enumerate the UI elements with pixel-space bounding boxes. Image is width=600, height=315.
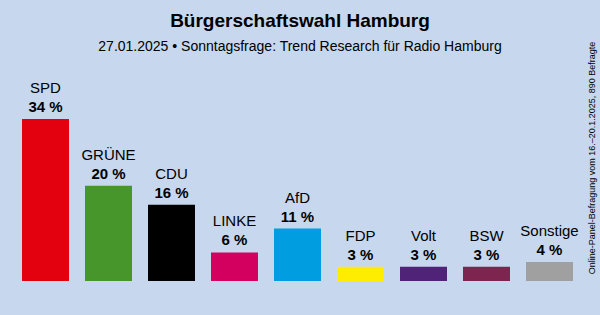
svg-text:20 %: 20 %	[91, 165, 125, 182]
svg-text:34 %: 34 %	[28, 98, 62, 115]
svg-text:3 %: 3 %	[411, 246, 437, 263]
svg-text:LINKE: LINKE	[213, 212, 256, 229]
svg-text:6 %: 6 %	[222, 231, 248, 248]
svg-text:3 %: 3 %	[474, 246, 500, 263]
svg-text:Bürgerschaftswahl Hamburg: Bürgerschaftswahl Hamburg	[170, 10, 430, 31]
svg-text:GRÜNE: GRÜNE	[81, 146, 135, 163]
svg-text:CDU: CDU	[155, 165, 188, 182]
svg-text:4 %: 4 %	[537, 241, 563, 258]
svg-text:11 %: 11 %	[281, 208, 314, 225]
svg-text:3 %: 3 %	[348, 246, 374, 263]
svg-text:AfD: AfD	[285, 189, 310, 206]
svg-text:Online-Panel-Befragung vom 16.: Online-Panel-Befragung vom 16.–20.1.2025…	[587, 42, 597, 275]
svg-text:SPD: SPD	[30, 79, 61, 96]
svg-text:16 %: 16 %	[154, 184, 188, 201]
svg-text:27.01.2025 • Sonntagsfrage: Tr: 27.01.2025 • Sonntagsfrage: Trend Resear…	[98, 38, 501, 54]
svg-text:Sonstige: Sonstige	[520, 222, 578, 239]
svg-text:BSW: BSW	[469, 227, 504, 244]
svg-text:Volt: Volt	[411, 227, 437, 244]
svg-text:FDP: FDP	[346, 227, 376, 244]
